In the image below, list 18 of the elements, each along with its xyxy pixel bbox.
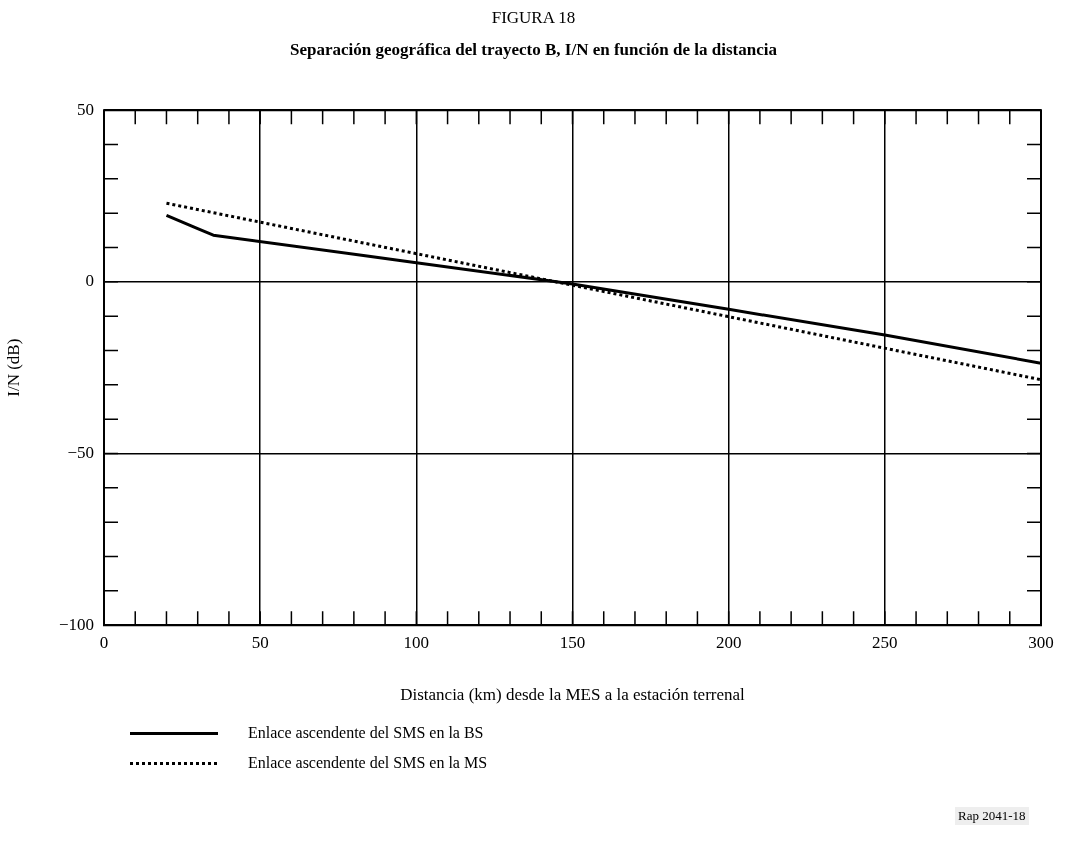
y-axis-title: I/N (dB) bbox=[3, 338, 23, 397]
x-tick-label: 0 bbox=[99, 632, 109, 652]
y-tick-label: −100 bbox=[58, 614, 94, 634]
legend-label: Enlace ascendente del SMS en la MS bbox=[248, 754, 488, 772]
y-tick-label: −50 bbox=[67, 443, 94, 462]
chart-subtitle: Separación geográfica del trayecto B, I/N en función de la distancia bbox=[289, 40, 778, 60]
legend-label: Enlace ascendente del SMS en la BS bbox=[248, 724, 484, 742]
chart-title: FIGURA 18 bbox=[490, 8, 577, 28]
y-tick-label: 0 bbox=[85, 271, 94, 291]
text: Rap 2041-18 bbox=[955, 807, 1029, 825]
x-tick-label: 200 bbox=[715, 632, 742, 652]
x-tick-label: 100 bbox=[403, 632, 430, 652]
x-axis-title: Distancia (km) desde la MES a la estación terrenal bbox=[400, 685, 746, 705]
x-tick-label: 50 bbox=[251, 632, 269, 652]
x-tick-label: 250 bbox=[872, 632, 898, 652]
y-tick-label: 50 bbox=[77, 99, 94, 119]
x-tick-label: 300 bbox=[1028, 632, 1054, 652]
x-tick-label: 150 bbox=[559, 632, 586, 652]
